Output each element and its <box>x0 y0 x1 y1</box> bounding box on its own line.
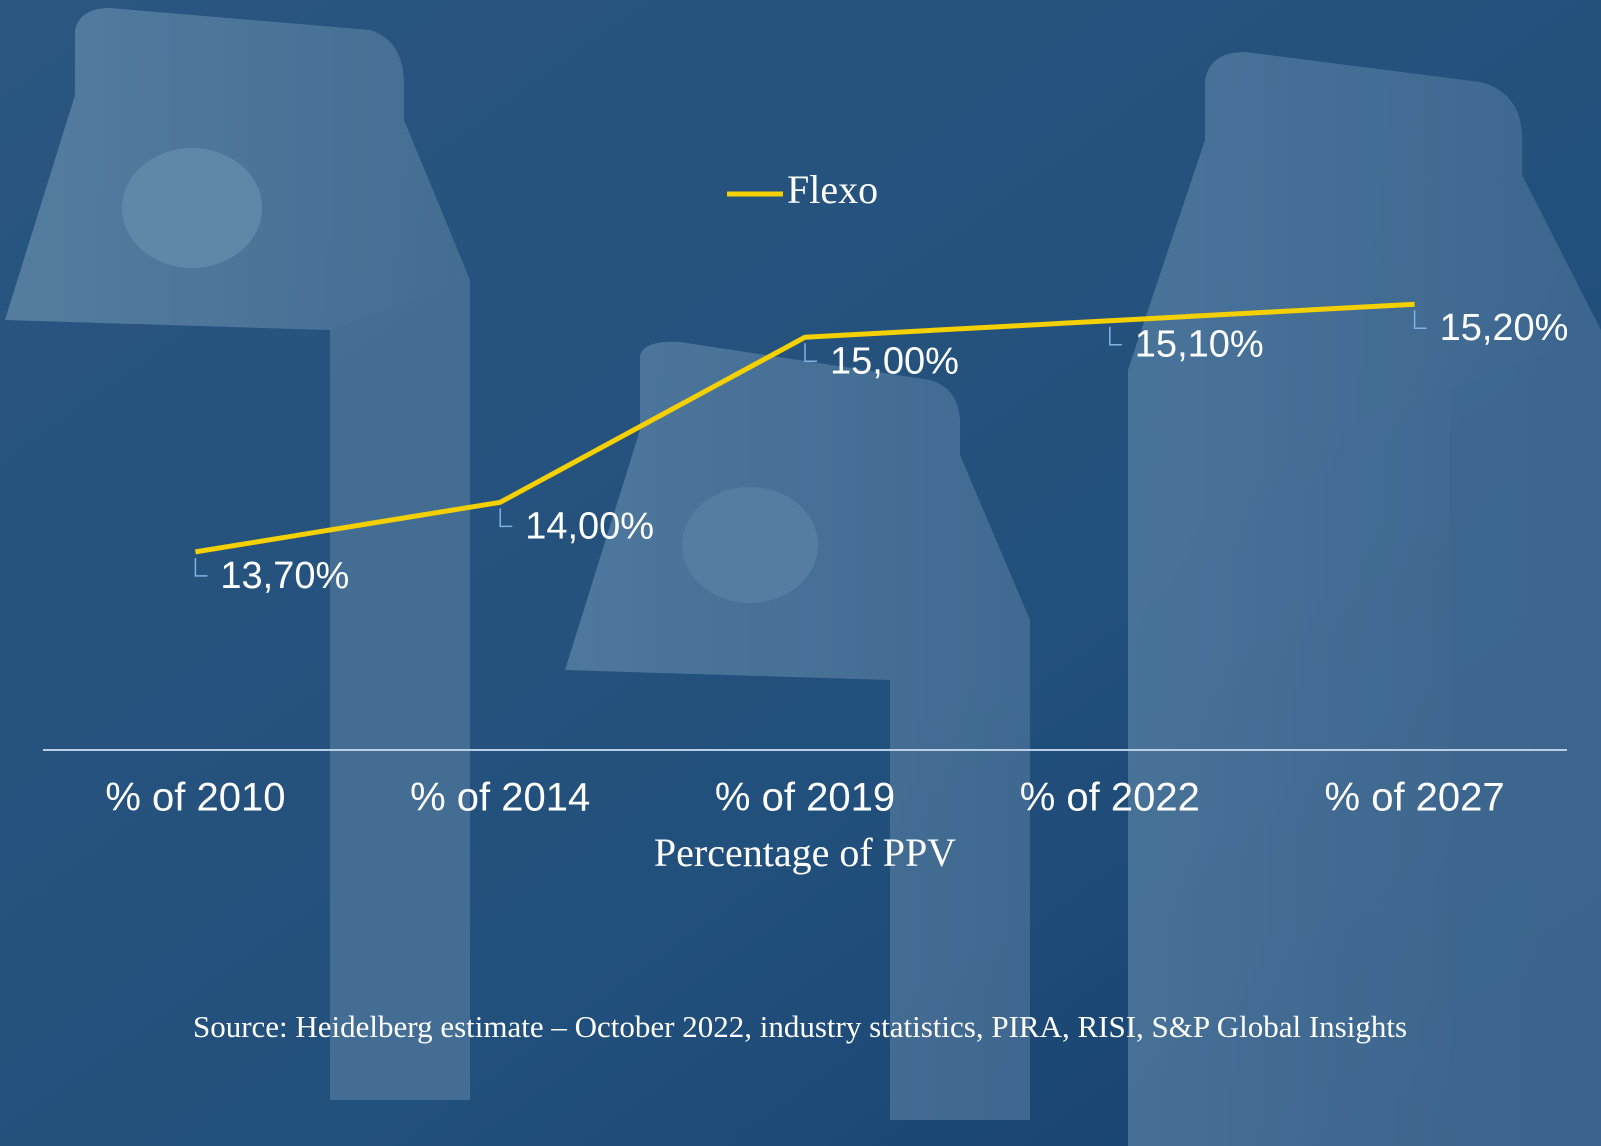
label-leader <box>1413 310 1427 329</box>
label-leader <box>194 557 208 577</box>
x-tick-label: % of 2027 <box>1325 776 1505 820</box>
background-cartons <box>5 8 1601 1146</box>
data-label: 15,00% <box>830 340 959 382</box>
data-label: 13,70% <box>220 555 349 597</box>
label-leader <box>804 343 817 362</box>
data-line <box>194 301 1415 555</box>
x-tick-label: % of 2010 <box>105 776 285 820</box>
data-label: 15,10% <box>1135 324 1264 366</box>
label-leader <box>499 508 513 528</box>
data-label: 15,20% <box>1440 307 1569 349</box>
legend-label: Flexo <box>787 167 878 212</box>
x-tick-label: % of 2014 <box>410 776 590 820</box>
x-axis-title: Percentage of PPV <box>654 830 956 875</box>
label-leader <box>1109 326 1122 346</box>
x-tick-label: % of 2022 <box>1020 776 1200 820</box>
source-note: Source: Heidelberg estimate – October 20… <box>193 1009 1407 1044</box>
x-tick-label: % of 2019 <box>715 776 895 820</box>
data-label: 14,00% <box>525 505 654 547</box>
